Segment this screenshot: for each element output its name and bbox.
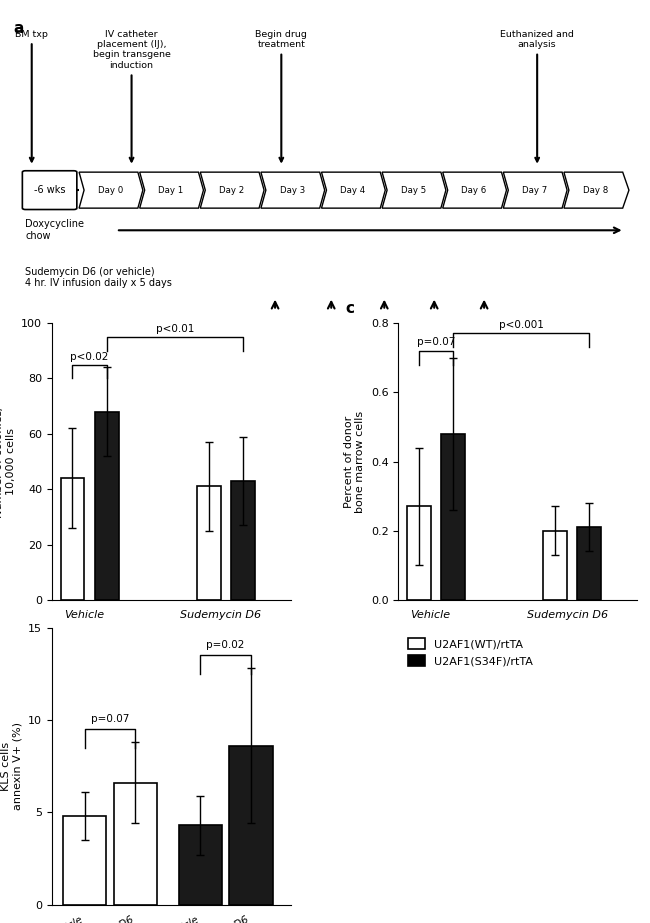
Polygon shape (140, 172, 203, 209)
Text: Begin drug
treatment: Begin drug treatment (255, 30, 307, 162)
Text: Euthanized and
analysis: Euthanized and analysis (500, 30, 574, 162)
Text: IV catheter
placement (IJ),
begin transgene
induction: IV catheter placement (IJ), begin transg… (92, 30, 170, 162)
Polygon shape (79, 172, 143, 209)
Text: Day 8: Day 8 (582, 186, 608, 195)
Text: Day 0: Day 0 (98, 186, 123, 195)
Bar (95, 412, 118, 600)
Bar (231, 481, 255, 600)
Text: p=0.07: p=0.07 (91, 713, 129, 724)
Text: Day 6: Day 6 (462, 186, 487, 195)
Text: p<0.001: p<0.001 (499, 320, 543, 330)
Text: a: a (13, 21, 23, 36)
Polygon shape (322, 172, 385, 209)
Bar (179, 825, 222, 905)
Bar (441, 434, 465, 600)
Polygon shape (443, 172, 506, 209)
Bar (114, 783, 157, 905)
Bar (229, 746, 273, 905)
Text: -6 wks: -6 wks (34, 186, 66, 195)
Polygon shape (564, 172, 629, 209)
Y-axis label: Number of colonies/
10,000 cells: Number of colonies/ 10,000 cells (0, 405, 16, 518)
Text: p<0.01: p<0.01 (155, 324, 194, 334)
Polygon shape (382, 172, 446, 209)
Text: p<0.02: p<0.02 (70, 352, 109, 362)
Y-axis label: KLS cells
annexin V+ (%): KLS cells annexin V+ (%) (1, 722, 23, 810)
Y-axis label: Percent of donor
bone marrow cells: Percent of donor bone marrow cells (344, 411, 365, 512)
Legend: U2AF1(WT)/rtTA, U2AF1(S34F)/rtTA: U2AF1(WT)/rtTA, U2AF1(S34F)/rtTA (404, 633, 537, 670)
Text: Day 5: Day 5 (401, 186, 426, 195)
Bar (60, 478, 84, 600)
Text: Sudemycin D6 (or vehicle)
4 hr. IV infusion daily x 5 days: Sudemycin D6 (or vehicle) 4 hr. IV infus… (25, 267, 172, 288)
Bar (63, 816, 106, 905)
Polygon shape (200, 172, 264, 209)
Text: p=0.07: p=0.07 (417, 337, 455, 347)
Polygon shape (503, 172, 567, 209)
Bar (543, 531, 567, 600)
Text: Day 7: Day 7 (522, 186, 547, 195)
Text: p=0.02: p=0.02 (207, 640, 245, 650)
Text: c: c (346, 301, 355, 316)
Text: Day 4: Day 4 (340, 186, 365, 195)
Text: Day 1: Day 1 (159, 186, 183, 195)
Polygon shape (261, 172, 324, 209)
Bar (197, 486, 221, 600)
Text: BM txp: BM txp (16, 30, 48, 162)
Text: Day 3: Day 3 (280, 186, 305, 195)
Bar (577, 527, 601, 600)
Bar (407, 507, 431, 600)
FancyBboxPatch shape (22, 171, 77, 210)
Text: Doxycycline
chow: Doxycycline chow (25, 220, 84, 241)
Text: Day 2: Day 2 (219, 186, 244, 195)
